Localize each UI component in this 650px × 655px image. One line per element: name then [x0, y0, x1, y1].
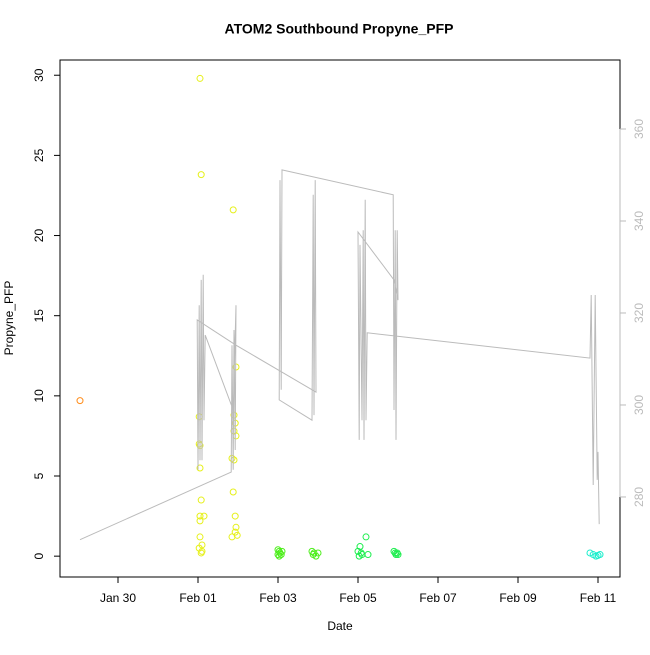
point — [232, 523, 240, 531]
point — [362, 533, 370, 541]
x-tick-label: Feb 11 — [580, 591, 617, 605]
x-tick-label: Feb 07 — [419, 591, 457, 605]
y-tick-label: 5 — [32, 472, 46, 479]
line — [79, 169, 600, 541]
y-axis-label: Propyne_PFP — [2, 281, 16, 356]
y2-tick-label: 280 — [632, 487, 646, 507]
y-tick-label: 25 — [32, 148, 46, 162]
y-tick-label: 10 — [32, 389, 46, 403]
y2-tick-label: 320 — [632, 303, 646, 323]
point — [197, 171, 205, 179]
point — [274, 551, 282, 559]
point — [596, 551, 604, 559]
y2-tick-label: 300 — [632, 395, 646, 415]
point — [196, 533, 204, 541]
point — [196, 512, 204, 520]
chart-title: ATOM2 Southbound Propyne_PFP — [225, 21, 454, 37]
x-tick-label: Jan 30 — [100, 591, 136, 605]
x-tick-label: Feb 01 — [179, 591, 217, 605]
y-tick-label: 0 — [32, 553, 46, 560]
point — [277, 551, 285, 559]
point — [228, 533, 236, 541]
x-tick-label: Feb 05 — [339, 591, 377, 605]
point — [196, 464, 204, 472]
plot-frame — [59, 59, 621, 578]
point — [196, 517, 204, 525]
point — [76, 397, 84, 405]
point — [196, 74, 204, 82]
y-tick-label: 20 — [32, 229, 46, 243]
y2-tick-label: 360 — [632, 119, 646, 139]
point — [392, 551, 400, 559]
point — [197, 496, 205, 504]
point — [229, 206, 237, 214]
point — [228, 454, 236, 462]
y-tick-label: 15 — [32, 309, 46, 323]
point — [200, 512, 208, 520]
point — [364, 551, 372, 559]
point — [197, 549, 205, 557]
point — [276, 549, 284, 557]
point — [355, 552, 363, 560]
point — [229, 488, 237, 496]
y-tick-label: 30 — [32, 68, 46, 82]
x-tick-label: Feb 09 — [499, 591, 537, 605]
x-tick-label: Feb 03 — [259, 591, 297, 605]
x-axis-label: Date — [327, 619, 353, 633]
point — [393, 549, 401, 557]
point — [314, 549, 322, 557]
point — [231, 512, 239, 520]
y2-tick-label: 340 — [632, 211, 646, 231]
